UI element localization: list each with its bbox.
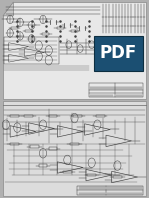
Bar bbox=[73, 115, 82, 117]
Bar bbox=[87, 174, 96, 176]
Polygon shape bbox=[3, 2, 13, 16]
Polygon shape bbox=[3, 2, 146, 99]
Bar bbox=[10, 115, 19, 117]
Bar bbox=[10, 143, 19, 145]
Bar bbox=[49, 115, 57, 117]
Bar bbox=[57, 27, 64, 29]
Bar bbox=[94, 36, 143, 71]
Bar bbox=[4, 37, 59, 64]
Bar bbox=[25, 30, 32, 32]
Bar bbox=[3, 101, 146, 196]
Bar bbox=[113, 176, 122, 178]
Bar bbox=[70, 143, 79, 145]
Bar bbox=[63, 171, 72, 173]
Bar bbox=[89, 84, 143, 97]
Bar bbox=[24, 115, 33, 117]
Bar bbox=[77, 186, 143, 195]
Text: PDF: PDF bbox=[100, 45, 137, 62]
Bar bbox=[71, 30, 78, 32]
Bar bbox=[49, 147, 57, 150]
Bar bbox=[42, 33, 49, 35]
Bar bbox=[39, 164, 47, 167]
Bar bbox=[11, 27, 18, 29]
Bar bbox=[96, 115, 105, 117]
Bar bbox=[30, 145, 39, 148]
